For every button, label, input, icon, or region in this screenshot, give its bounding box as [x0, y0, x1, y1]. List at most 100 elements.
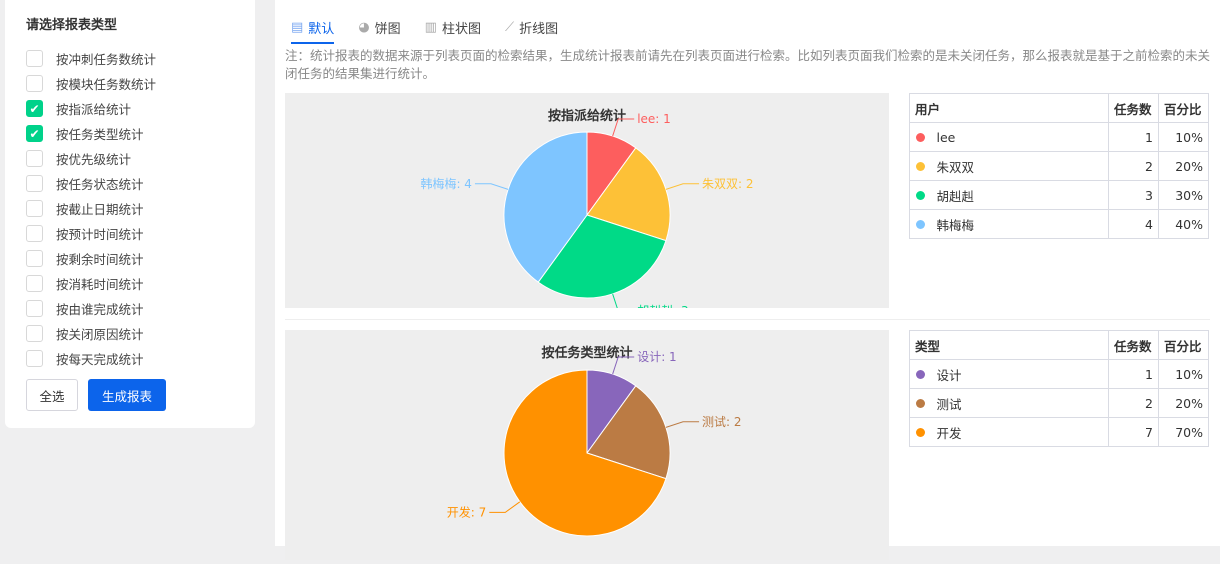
- report-option[interactable]: 按关闭原因统计: [26, 321, 234, 346]
- tab-3[interactable]: ⟋ 折线图: [505, 15, 558, 39]
- pie-slice[interactable]: [503, 131, 588, 283]
- note-text: 注：统计报表的数据来源于列表页面的检索结果，生成统计报表前请先在列表页面进行检索…: [285, 48, 1211, 81]
- checkbox[interactable]: [26, 250, 43, 267]
- pie-slice[interactable]: [537, 214, 667, 299]
- leader-line: [612, 293, 635, 312]
- checkbox[interactable]: [26, 175, 43, 192]
- report-main: ▤ 默认 ◕ 饼图 ▥ 柱状图 ⟋ 折线图 注：统计报表的数据来源于列表页面的检索结果，生成统…: [275, 0, 1220, 560]
- row-count: 2: [1108, 388, 1159, 418]
- table-row: 开发 7 70%: [909, 417, 1209, 447]
- report-option[interactable]: 按消耗时间统计: [26, 271, 234, 296]
- option-label: 按冲刺任务数统计: [56, 52, 157, 67]
- report-option[interactable]: 按任务状态统计: [26, 171, 234, 196]
- option-label: 按任务状态统计: [56, 177, 144, 192]
- color-dot: [916, 219, 926, 229]
- tab-0[interactable]: ▤ 默认: [291, 15, 335, 44]
- column-header: 任务数: [1108, 330, 1159, 360]
- report-option[interactable]: 按每天完成统计: [26, 346, 234, 371]
- table-header: 类型 任务数 百分比: [909, 330, 1209, 360]
- tab-2[interactable]: ▥ 柱状图: [425, 15, 481, 39]
- slice-label: 韩梅梅: 4: [420, 176, 472, 191]
- table-assignee: 用户 任务数 百分比 lee 1 10% 朱双双 2 20% 胡赳赳 3 30% 韩梅梅 4 40%: [909, 93, 1209, 239]
- row-count: 7: [1108, 417, 1159, 447]
- row-label: 朱双双: [931, 151, 1109, 181]
- option-label: 按关闭原因统计: [56, 327, 144, 342]
- slice-label: 设计: 1: [637, 350, 677, 364]
- row-percent: 30%: [1158, 180, 1209, 210]
- option-label: 按每天完成统计: [56, 352, 144, 367]
- option-label: 按截止日期统计: [56, 202, 144, 217]
- row-percent: 20%: [1158, 151, 1209, 181]
- checkbox[interactable]: [26, 200, 43, 217]
- slice-label: 测试: 2: [702, 414, 742, 429]
- row-label: 设计: [931, 359, 1109, 389]
- report-option[interactable]: 按冲刺任务数统计: [26, 46, 234, 71]
- table-type: 类型 任务数 百分比 设计 1 10% 测试 2 20% 开发 7 70%: [909, 330, 1209, 447]
- leader-line: [612, 118, 635, 137]
- pie-slice[interactable]: [503, 369, 667, 537]
- table-header: 用户 任务数 百分比: [909, 93, 1209, 123]
- report-option[interactable]: ✔ 按任务类型统计: [26, 121, 234, 146]
- option-label: 按剩余时间统计: [56, 252, 144, 267]
- tab-label: 饼图: [374, 21, 401, 37]
- row-percent: 70%: [1158, 417, 1209, 447]
- leader-line: [612, 356, 635, 375]
- chart-assignee: 按指派给统计 lee: 1 朱双双: 2 胡赳赳: 3 韩梅梅: 4: [285, 93, 889, 318]
- row-percent: 10%: [1158, 359, 1209, 389]
- select-all-button[interactable]: 全选: [26, 379, 78, 411]
- generate-report-button[interactable]: 生成报表: [88, 379, 166, 411]
- color-dot: [916, 369, 926, 379]
- checkbox[interactable]: [26, 325, 43, 342]
- leader-line: [489, 501, 521, 513]
- row-label: 测试: [931, 388, 1109, 418]
- checkbox[interactable]: ✔: [26, 100, 43, 117]
- checkbox[interactable]: [26, 300, 43, 317]
- divider: [285, 319, 1210, 320]
- table-row: lee 1 10%: [909, 122, 1209, 152]
- checkbox[interactable]: [26, 150, 43, 167]
- option-label: 按任务类型统计: [56, 127, 144, 142]
- table-row: 韩梅梅 4 40%: [909, 209, 1209, 239]
- table-row: 朱双双 2 20%: [909, 151, 1209, 181]
- option-label: 按指派给统计: [56, 102, 132, 117]
- report-option[interactable]: ✔ 按指派给统计: [26, 96, 234, 121]
- checkbox[interactable]: [26, 350, 43, 367]
- checkbox[interactable]: [26, 50, 43, 67]
- chart-type: 按任务类型统计 设计: 1 测试: 2 开发: 7: [285, 330, 889, 560]
- option-label: 按优先级统计: [56, 152, 132, 167]
- checkbox[interactable]: ✔: [26, 125, 43, 142]
- row-label: 韩梅梅: [931, 209, 1109, 239]
- report-option[interactable]: 按剩余时间统计: [26, 246, 234, 271]
- pie-icon: ◕: [358, 19, 370, 35]
- table-icon: ▤: [291, 19, 304, 35]
- panel-title: 请选择报表类型: [26, 18, 118, 33]
- tab-1[interactable]: ◕ 饼图: [358, 15, 400, 39]
- tab-label: 柱状图: [441, 21, 481, 37]
- option-label: 按由谁完成统计: [56, 302, 144, 317]
- checkbox[interactable]: [26, 275, 43, 292]
- checkbox[interactable]: [26, 75, 43, 92]
- color-dot: [916, 161, 926, 171]
- column-header: 用户: [909, 93, 1109, 123]
- tab-label: 折线图: [519, 21, 559, 37]
- row-label: 开发: [931, 417, 1109, 447]
- report-option[interactable]: 按截止日期统计: [26, 196, 234, 221]
- leader-line: [474, 183, 509, 190]
- column-header: 百分比: [1158, 93, 1209, 123]
- color-dot: [916, 427, 926, 437]
- option-label: 按预计时间统计: [56, 227, 144, 242]
- slice-label: lee: 1: [637, 112, 671, 126]
- report-option[interactable]: 按优先级统计: [26, 146, 234, 171]
- slice-label: 朱双双: 2: [702, 177, 754, 191]
- row-count: 2: [1108, 151, 1159, 181]
- column-header: 类型: [909, 330, 1109, 360]
- slice-label: 胡赳赳: 3: [637, 304, 689, 308]
- report-option[interactable]: 按预计时间统计: [26, 221, 234, 246]
- row-count: 1: [1108, 122, 1159, 152]
- table-row: 设计 1 10%: [909, 359, 1209, 389]
- report-option[interactable]: 按由谁完成统计: [26, 296, 234, 321]
- checkbox[interactable]: [26, 225, 43, 242]
- bar-chart-icon: ▥: [424, 19, 437, 35]
- report-option[interactable]: 按模块任务数统计: [26, 71, 234, 96]
- color-dot: [916, 190, 926, 200]
